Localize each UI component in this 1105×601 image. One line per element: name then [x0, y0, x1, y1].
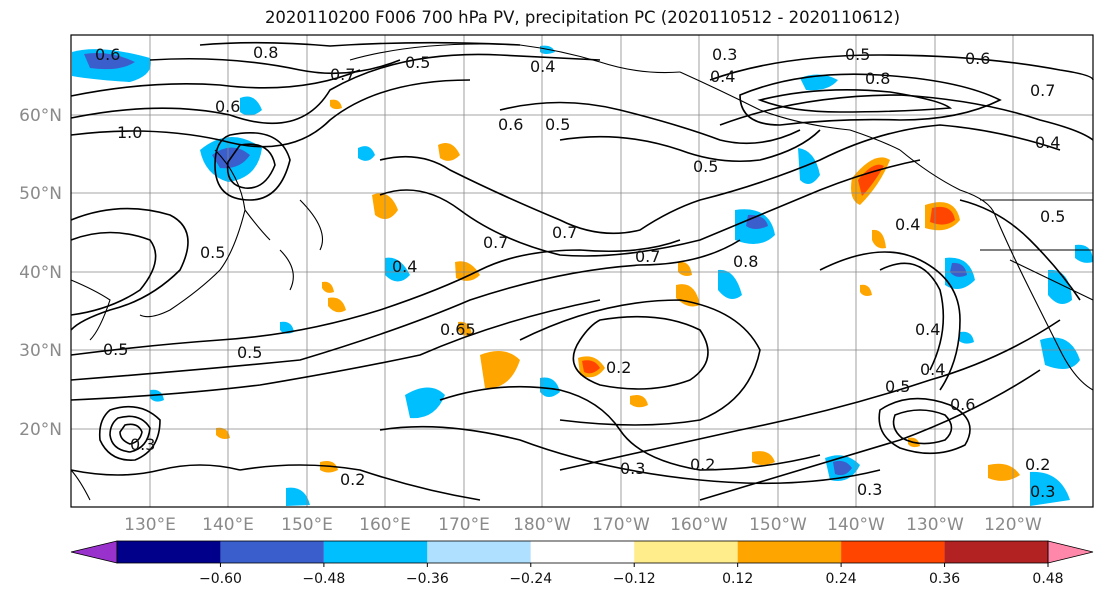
lon-label: 170°E — [438, 515, 490, 535]
lat-label: 60°N — [19, 106, 62, 126]
colorbar-segment — [841, 541, 945, 563]
colorbar-tick-label: 0.48 — [1032, 571, 1063, 587]
lon-label: 150°W — [749, 515, 807, 535]
contour-label: 0.6 — [95, 45, 120, 64]
lat-label: 30°N — [19, 341, 62, 361]
colorbar-segment — [634, 541, 738, 563]
contour-label: 0.7 — [1030, 81, 1055, 100]
contour-label: 0.5 — [1040, 207, 1065, 226]
contour-label: 0.6 — [215, 97, 240, 116]
contour-label: 0.8 — [733, 252, 758, 271]
contour-label: 0.5 — [103, 340, 128, 359]
colorbar-segment — [737, 541, 842, 563]
contour-label: 0.4 — [1035, 133, 1060, 152]
contour-label: 0.3 — [1030, 482, 1055, 501]
contour-label: 0.7 — [330, 65, 355, 84]
lon-label: 160°E — [359, 515, 411, 535]
coastlines — [70, 43, 1094, 501]
contour-labels: 0.6 0.8 0.7 0.5 0.3 0.4 0.6 0.5 0.8 0.6 … — [95, 43, 1065, 501]
latitude-labels: 60°N 50°N 40°N 30°N 20°N — [19, 106, 62, 440]
colorbar-tick-label: 0.36 — [929, 571, 960, 587]
lon-label: 150°E — [281, 515, 333, 535]
contour-label: 0.7 — [552, 223, 577, 242]
colorbar-tick-label: −0.24 — [509, 571, 552, 587]
contour-label: 0.5 — [405, 53, 430, 72]
precip-shading — [72, 45, 1093, 506]
lon-label: 140°E — [202, 515, 254, 535]
colorbar-tick-label: −0.12 — [613, 571, 656, 587]
contour-label: 1.0 — [117, 123, 142, 142]
colorbar-segment — [220, 541, 324, 563]
contour-label: 0.4 — [920, 360, 945, 379]
contour-label: 0.4 — [895, 215, 920, 234]
map-title: 2020110200 F006 700 hPa PV, precipitatio… — [264, 8, 901, 27]
lon-label: 130°E — [124, 515, 176, 535]
colorbar-frame — [116, 540, 1049, 564]
lon-label: 120°W — [984, 515, 1042, 535]
contour-label: 0.2 — [690, 455, 715, 474]
lon-label: 170°W — [592, 515, 650, 535]
contour-label: 0.5 — [693, 157, 718, 176]
contour-label: 0.5 — [845, 45, 870, 64]
contour-label: 0.3 — [712, 45, 737, 64]
contour-label: 0.4 — [710, 67, 735, 86]
lon-label: 180°W — [513, 515, 571, 535]
colorbar-segment — [323, 541, 428, 563]
contour-label: 0.2 — [340, 470, 365, 489]
lon-label: 160°W — [670, 515, 728, 535]
contour-label: 0.4 — [392, 257, 417, 276]
contour-label: 0.2 — [606, 358, 631, 377]
contour-label: 0.7 — [483, 233, 508, 252]
contour-label: 0.6 — [965, 49, 990, 68]
map-panel — [70, 34, 1094, 508]
contour-label: 0.7 — [635, 247, 660, 266]
colorbar-extend-high — [1047, 540, 1094, 564]
contour-label: 0.3 — [130, 435, 155, 454]
contour-label: 0.4 — [915, 320, 940, 339]
contour-label: 0.5 — [200, 243, 225, 262]
colorbar-tick-label: −0.60 — [199, 571, 242, 587]
contour-label: 0.3 — [857, 480, 882, 499]
contour-label: 0.5 — [885, 377, 910, 396]
contour-label: 0.65 — [440, 320, 476, 339]
colorbar: −0.60 −0.48 −0.36 −0.24 −0.12 0.12 0.24 0.36 0.4… — [70, 540, 1094, 587]
lat-label: 50°N — [19, 184, 62, 204]
colorbar-tick-label: −0.48 — [302, 571, 345, 587]
contour-label: 0.6 — [950, 395, 975, 414]
pv-contours — [70, 41, 1094, 501]
longitude-labels: 130°E 140°E 150°E 160°E 170°E 180°W 170°… — [124, 515, 1042, 535]
colorbar-segment — [944, 541, 1048, 563]
colorbar-segment — [427, 541, 531, 563]
contour-label: 0.2 — [1025, 455, 1050, 474]
lat-label: 40°N — [19, 263, 62, 283]
contour-label: 0.5 — [237, 343, 262, 362]
contour-label: 0.4 — [530, 57, 555, 76]
lat-label: 20°N — [19, 420, 62, 440]
lon-label: 140°W — [827, 515, 885, 535]
lon-label: 130°W — [906, 515, 964, 535]
contour-label: 0.6 — [498, 115, 523, 134]
colorbar-extend-low — [70, 540, 118, 564]
contour-label: 0.8 — [865, 69, 890, 88]
colorbar-tick-label: −0.36 — [406, 571, 449, 587]
contour-label: 0.3 — [620, 459, 645, 478]
colorbar-tick-label: 0.24 — [826, 571, 857, 587]
colorbar-segment — [117, 541, 221, 563]
colorbar-segment — [530, 541, 635, 563]
colorbar-tick-label: 0.12 — [722, 571, 753, 587]
contour-label: 0.5 — [545, 115, 570, 134]
contour-label: 0.8 — [253, 43, 278, 62]
